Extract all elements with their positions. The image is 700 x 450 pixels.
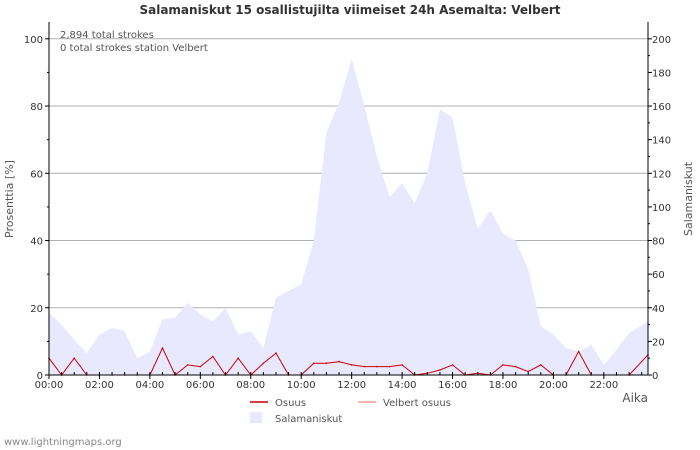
osuus-point-42 (577, 350, 580, 353)
legend-strikes-label: Salamaniskut (275, 414, 342, 425)
osuus-point-28 (401, 364, 403, 366)
osuus-point-13 (212, 355, 214, 358)
right-tick-label-4: 80 (652, 237, 665, 248)
left-tick-label-4: 80 (30, 102, 43, 113)
osuus-point-2 (73, 357, 75, 360)
x-tick-label-11: 22:00 (589, 380, 618, 391)
strikes-area (49, 59, 648, 375)
osuus-point-18 (275, 352, 277, 354)
x-tick-label-8: 16:00 (438, 380, 467, 391)
chart-title: Salamaniskut 15 osallistujilta viimeiset… (139, 3, 560, 17)
tick-labels: 0 20 40 60 80 100 0 20 40 60 80 100 120 140 160 180 200 0… (24, 35, 671, 391)
x-tick-label-7: 14:00 (388, 380, 417, 391)
osuus-point-12 (199, 365, 202, 368)
right-tick-label-3: 60 (652, 270, 665, 281)
x-axis-label: Aika (622, 391, 648, 405)
right-tick-label-6: 120 (652, 169, 671, 180)
right-tick-label-2: 40 (652, 304, 665, 315)
x-tick-label-2: 04:00 (135, 380, 164, 391)
right-tick-label-5: 100 (652, 203, 671, 214)
left-tick-label-3: 60 (30, 169, 43, 180)
osuus-point-27 (388, 365, 391, 368)
y-axis-left-label: Prosenttia [%] (3, 160, 16, 238)
left-tick-label-2: 40 (30, 237, 43, 248)
osuus-point-17 (262, 362, 265, 365)
info-station-strokes: 0 total strokes station Velbert (60, 43, 208, 54)
right-tick-label-10: 200 (652, 35, 671, 46)
axes (45, 22, 652, 379)
right-tick-label-8: 160 (652, 102, 671, 113)
legend-strikes-swatch (250, 412, 262, 423)
osuus-point-37 (514, 365, 517, 368)
right-tick-label-9: 180 (652, 68, 671, 79)
info-total-strokes: 2,894 total strokes (60, 30, 154, 41)
footer-source: www.lightningmaps.org (4, 437, 122, 448)
right-tick-label-7: 140 (652, 136, 671, 147)
osuus-point-15 (237, 357, 239, 360)
osuus-point-26 (376, 365, 378, 368)
osuus-point-36 (502, 364, 504, 366)
osuus-point-32 (451, 364, 454, 366)
osuus-point-24 (350, 364, 353, 366)
right-tick-label-0: 0 (652, 371, 658, 382)
x-tick-label-3: 06:00 (186, 380, 215, 391)
x-tick-label-5: 10:00 (287, 380, 316, 391)
osuus-point-22 (325, 362, 328, 365)
osuus-point-9 (161, 347, 164, 349)
osuus-point-21 (313, 362, 315, 365)
x-tick-label-1: 02:00 (85, 380, 114, 391)
x-tick-label-4: 08:00 (236, 380, 265, 391)
x-tick-label-9: 18:00 (489, 380, 518, 391)
osuus-point-31 (439, 369, 441, 371)
left-tick-label-1: 20 (30, 304, 43, 315)
y-axis-right-label: Salamaniskut (682, 161, 695, 236)
legend-osuus-label: Osuus (275, 398, 306, 409)
x-tick-label-6: 12:00 (337, 380, 366, 391)
left-tick-label-0: 0 (37, 371, 43, 382)
right-tick-label-1: 20 (652, 337, 665, 348)
osuus-point-11 (186, 364, 189, 366)
left-tick-label-5: 100 (24, 35, 43, 46)
legend-velbert-label: Velbert osuus (383, 398, 451, 409)
osuus-point-39 (540, 364, 542, 366)
osuus-point-23 (338, 360, 340, 363)
x-tick-label-10: 20:00 (539, 380, 568, 391)
osuus-point-25 (363, 365, 366, 368)
x-tick-label-0: 00:00 (35, 380, 64, 391)
strikes-area-layer (49, 59, 648, 375)
